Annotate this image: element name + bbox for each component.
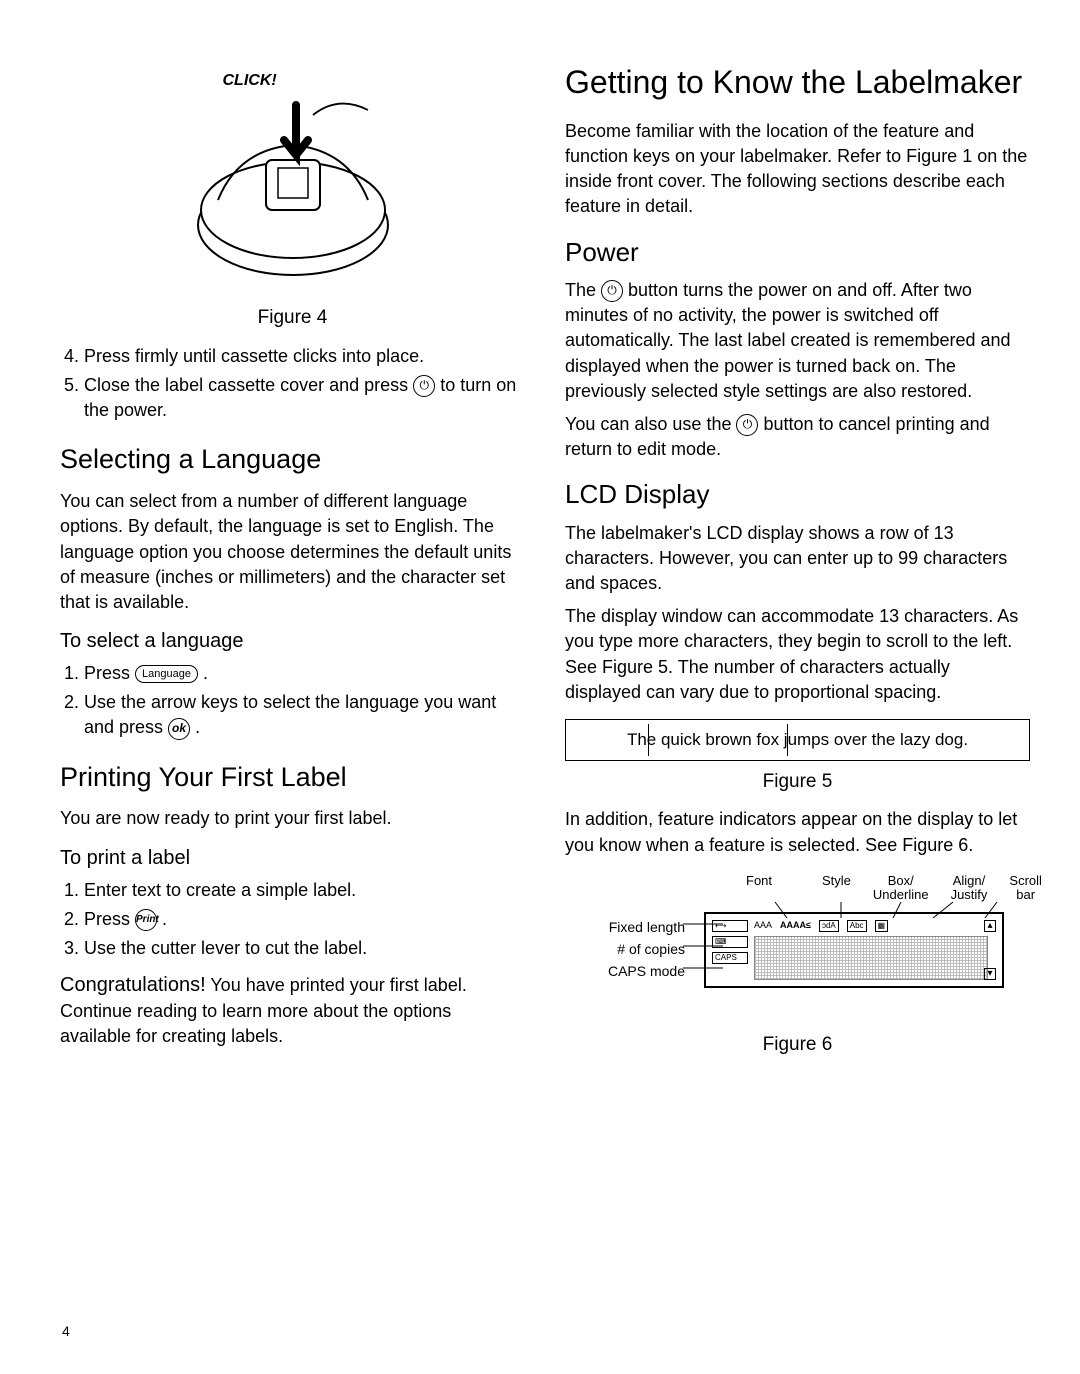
select-language-steps: Press Language . Use the arrow keys to s… (60, 661, 525, 741)
figure-4-caption: Figure 4 (60, 305, 525, 332)
print-button-icon: Print (135, 909, 157, 931)
language-button-icon: Language (135, 665, 198, 683)
click-label: CLICK! (223, 70, 277, 92)
insert-steps: Press firmly until cassette clicks into … (60, 344, 525, 424)
power-icon: ⏻ (413, 375, 435, 397)
power-paragraph-2: You can also use the ⏻ button to cancel … (565, 412, 1030, 462)
lcd-paragraph-2: The display window can accommodate 13 ch… (565, 604, 1030, 705)
lang-step-1: Press Language . (84, 661, 525, 686)
print-steps: Enter text to create a simple label. Pre… (60, 878, 525, 962)
lang-step-2: Use the arrow keys to select the languag… (84, 690, 525, 740)
figure-6: Font Style Box/ Underline Align/ Justify… (565, 874, 1030, 1024)
print-step-2: Press Print . (84, 907, 525, 932)
power-icon: ⏻ (601, 280, 623, 302)
lcd-display-heading: LCD Display (565, 476, 1030, 512)
lcd-paragraph-1: The labelmaker's LCD display shows a row… (565, 521, 1030, 597)
congratulations: Congratulations! You have printed your f… (60, 971, 525, 1049)
printing-first-label-body: You are now ready to print your first la… (60, 806, 525, 831)
selecting-language-heading: Selecting a Language (60, 441, 525, 479)
power-icon: ⏻ (736, 414, 758, 436)
lcd-paragraph-3: In addition, feature indicators appear o… (565, 807, 1030, 857)
left-column: CLICK! Figure 4 Press firmly until casse… (60, 60, 525, 1070)
power-paragraph-1: The ⏻ button turns the power on and off.… (565, 278, 1030, 404)
step-4: Press firmly until cassette clicks into … (84, 344, 525, 369)
figure-5: The quick brown fox jumps over the lazy … (565, 719, 1030, 761)
print-step-3: Use the cutter lever to cut the label. (84, 936, 525, 961)
figure-5-caption: Figure 5 (565, 769, 1030, 796)
step-5: Close the label cassette cover and press… (84, 373, 525, 423)
ok-button-icon: ok (168, 718, 190, 740)
selecting-language-body: You can select from a number of differen… (60, 489, 525, 615)
to-print-label-sub: To print a label (60, 844, 525, 872)
figure-6-caption: Figure 6 (565, 1032, 1030, 1059)
to-select-language-sub: To select a language (60, 627, 525, 655)
right-column: Getting to Know the Labelmaker Become fa… (565, 60, 1030, 1070)
printing-first-label-heading: Printing Your First Label (60, 759, 525, 797)
page-number: 4 (62, 1322, 70, 1342)
power-heading: Power (565, 234, 1030, 270)
intro-paragraph: Become familiar with the location of the… (565, 119, 1030, 220)
getting-to-know-heading: Getting to Know the Labelmaker (565, 60, 1030, 105)
figure-4: CLICK! Figure 4 (60, 60, 525, 332)
print-step-1: Enter text to create a simple label. (84, 878, 525, 903)
